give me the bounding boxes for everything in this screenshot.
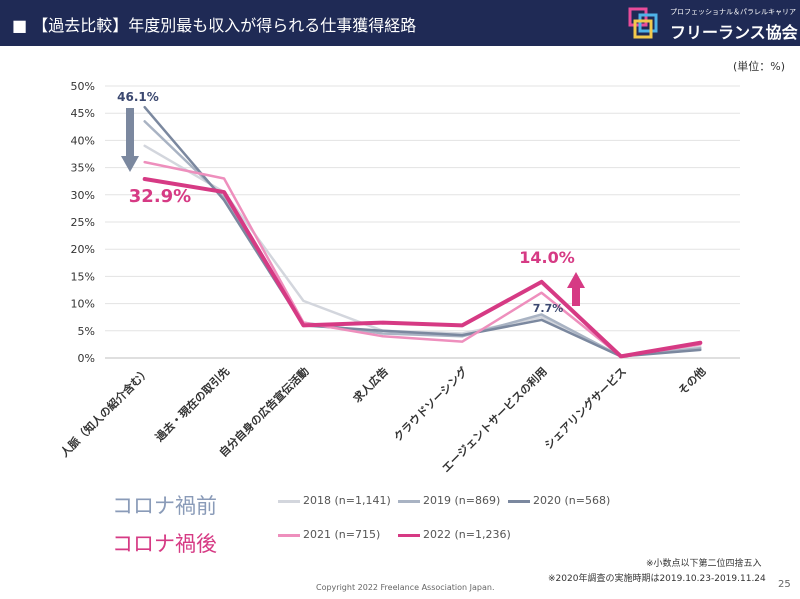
y-tick-label: 35% xyxy=(71,162,95,175)
legend-item-2022: 2022 (n=1,236) xyxy=(398,528,511,542)
survey-period-note: ※2020年調査の実施時期は2019.10.23-2019.11.24 xyxy=(548,574,766,584)
series-line xyxy=(143,105,702,358)
freelance-association-logo-icon xyxy=(628,7,658,39)
legend-item-2021: 2021 (n=715) xyxy=(278,528,380,542)
x-tick-label: 人脈（知人の紹介含む） xyxy=(57,364,152,459)
data-label-2022-top: 32.9% xyxy=(129,186,191,207)
up-arrow-head-icon xyxy=(567,272,585,288)
annotations: 46.1% 32.9% 7.7% 14.0% xyxy=(117,90,585,315)
grid-lines xyxy=(105,85,740,359)
legend-swatch xyxy=(398,533,420,537)
legend-item-2019: 2019 (n=869) xyxy=(398,494,500,508)
series-line xyxy=(143,120,702,358)
legend-swatch xyxy=(398,499,420,503)
x-tick-label: シェアリングサービス xyxy=(541,364,629,452)
y-tick-label: 40% xyxy=(71,134,95,147)
page-number: 25 xyxy=(778,579,791,590)
data-label-2020-agent: 7.7% xyxy=(533,302,564,315)
x-tick-label: 求人広告 xyxy=(350,364,391,405)
pre-covid-label: コロナ禍前 xyxy=(112,494,217,518)
legend-label: 2018 (n=1,141) xyxy=(303,494,391,507)
legend-swatch xyxy=(278,533,300,537)
legend-item-2018: 2018 (n=1,141) xyxy=(278,494,391,508)
brand-subtitle: プロフェッショナル＆パラレルキャリア xyxy=(670,8,796,16)
up-arrow-icon xyxy=(572,288,580,306)
down-arrow-head-icon xyxy=(121,156,139,172)
legend-swatch xyxy=(508,499,530,503)
header-bar: ■ 【過去比較】年度別最も収入が得られる仕事獲得経路 プロフェッショナル＆パラレ… xyxy=(0,0,800,46)
series-line xyxy=(142,177,703,359)
x-tick-label: 過去・現在の取引先 xyxy=(152,364,233,445)
x-tick-label: 自分自身の広告宣伝活動 xyxy=(216,364,311,459)
brand-name: フリーランス協会 xyxy=(670,23,798,42)
legend-label: 2020 (n=568) xyxy=(533,494,611,507)
y-axis-ticks: 0% 5% 10% 15% 20% 25% 30% 35% 40% 45% 50% xyxy=(71,80,95,365)
data-label-2020-top: 46.1% xyxy=(117,90,159,104)
legend-label: 2021 (n=715) xyxy=(303,528,381,541)
copyright: Copyright 2022 Freelance Association Jap… xyxy=(316,583,495,592)
y-tick-label: 30% xyxy=(71,189,95,202)
y-tick-label: 50% xyxy=(71,80,95,93)
down-arrow-icon xyxy=(126,108,134,156)
y-tick-label: 15% xyxy=(71,270,95,283)
y-tick-label: 45% xyxy=(71,107,95,120)
legend-item-2020: 2020 (n=568) xyxy=(508,494,610,508)
legend-label: 2019 (n=869) xyxy=(423,494,501,507)
y-tick-label: 25% xyxy=(71,216,95,229)
post-covid-label: コロナ禍後 xyxy=(112,532,217,556)
y-tick-label: 5% xyxy=(78,325,95,338)
rounding-note: ※小数点以下第二位四捨五入 xyxy=(646,559,762,569)
y-tick-label: 20% xyxy=(71,243,95,256)
x-tick-label: クラウドソーシング xyxy=(391,364,471,444)
data-label-2022-agent: 14.0% xyxy=(519,248,575,267)
legend-swatch xyxy=(278,499,300,503)
legend-label: 2022 (n=1,236) xyxy=(423,528,511,541)
page-title: ■ 【過去比較】年度別最も収入が得られる仕事獲得経路 xyxy=(12,16,417,35)
x-tick-label: その他 xyxy=(675,364,708,397)
series-line xyxy=(143,160,702,358)
y-tick-label: 10% xyxy=(71,298,95,311)
unit-label: (単位：%) xyxy=(733,60,786,73)
y-tick-label: 0% xyxy=(78,352,95,365)
series-lines xyxy=(142,105,703,359)
